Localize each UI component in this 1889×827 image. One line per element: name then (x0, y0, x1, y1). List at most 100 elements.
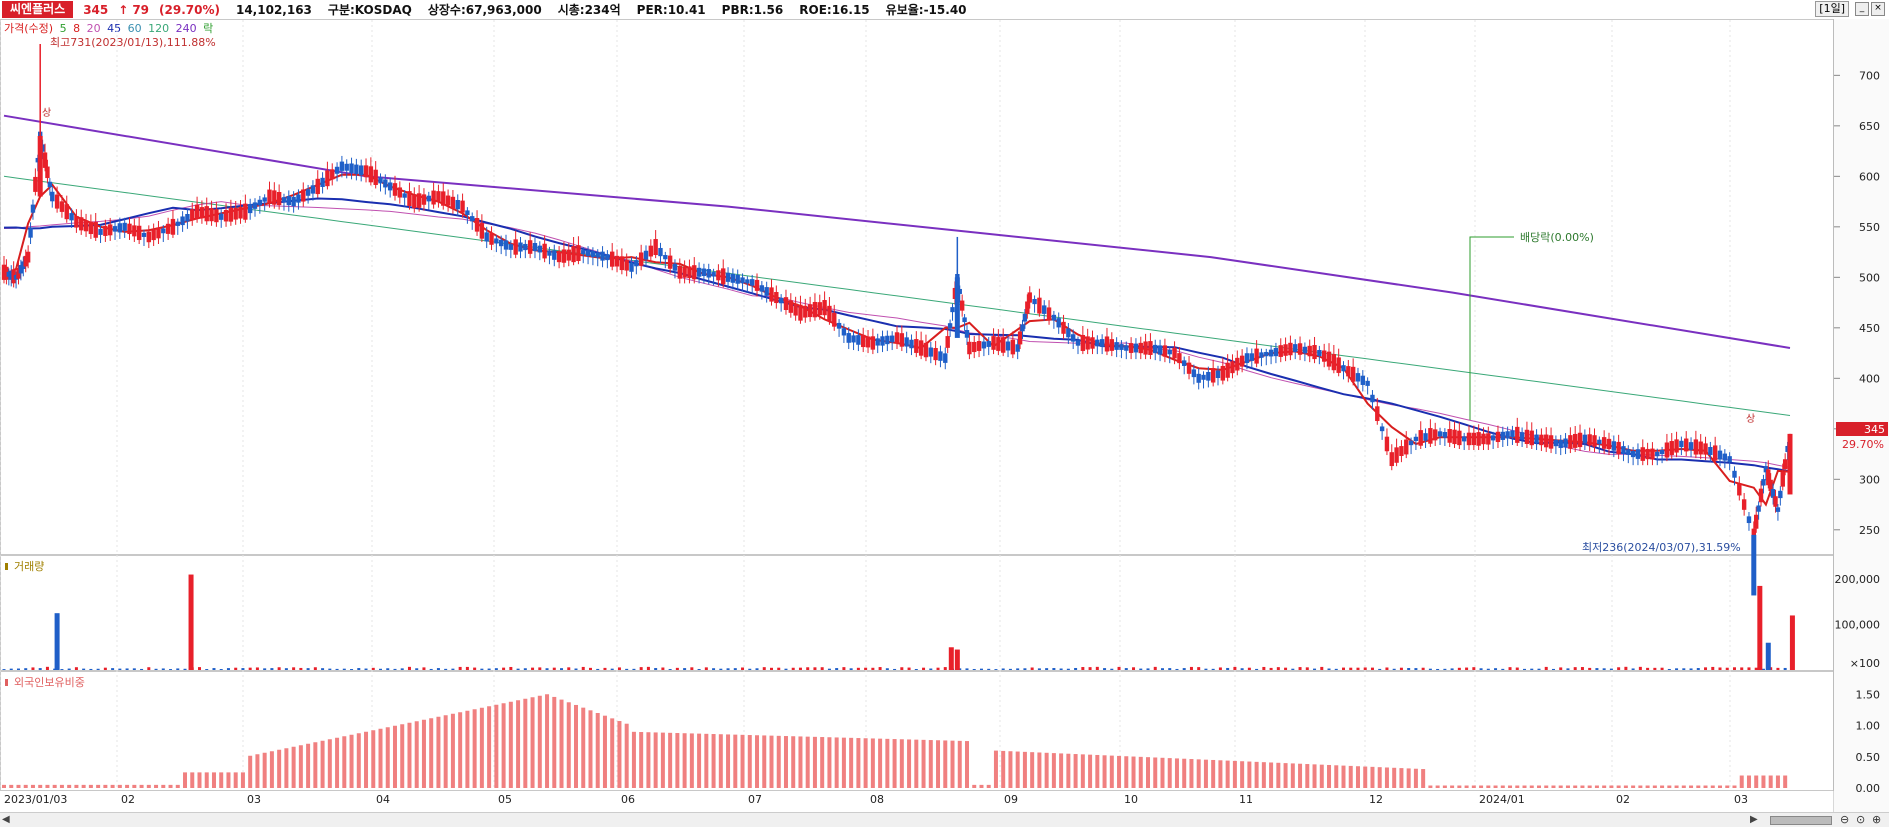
candle-body (291, 196, 296, 207)
foreign-bar (443, 715, 448, 788)
volume-bar (364, 668, 368, 670)
foreign-bar (494, 704, 499, 788)
candle-body (1519, 432, 1525, 440)
candle-body (1070, 334, 1076, 342)
scroll-left-icon[interactable]: ◀ (2, 814, 10, 825)
volume-spike (954, 649, 960, 670)
candle-body (807, 304, 813, 318)
candle-body (79, 217, 84, 231)
candle-body (1466, 432, 1472, 446)
zoom-in-icon[interactable]: ⊕ (1872, 813, 1882, 826)
volume-bar (1653, 667, 1657, 670)
foreign-bar (1117, 755, 1122, 788)
candle-body (28, 228, 33, 238)
minimize-icon[interactable]: _ (1855, 2, 1869, 16)
legend-ma45[interactable]: 45 (107, 22, 122, 35)
legend-ma8[interactable]: 8 (73, 22, 81, 35)
volume-bar (646, 666, 650, 670)
foreign-bar (863, 738, 868, 788)
volume-bar (574, 668, 578, 670)
legend-ma60[interactable]: 60 (127, 22, 142, 35)
horizontal-scrollbar[interactable]: ◀ ▶ ⊖ ⊙ ⊕ (0, 812, 1889, 827)
legend-ma240[interactable]: 240 (175, 22, 197, 35)
foreign-bar (602, 715, 607, 788)
foreign-bar (769, 735, 774, 788)
legend-ex-div[interactable]: 락 (203, 22, 214, 35)
candle-body (257, 199, 263, 206)
candle-body (146, 231, 152, 243)
candle-body (945, 336, 950, 348)
candle-body (1544, 434, 1549, 448)
candle-body (1010, 339, 1016, 355)
candle-body (117, 223, 123, 233)
candle-body (450, 196, 456, 209)
foreign-bar (660, 732, 665, 788)
legend-ma120[interactable]: 120 (148, 22, 170, 35)
candle-body (566, 249, 571, 261)
candle-body (503, 240, 509, 250)
foreign-bar (407, 722, 412, 788)
price-change-pct: (29.70%) (159, 2, 220, 17)
volume-bar (661, 667, 665, 670)
candle-body (1486, 433, 1491, 445)
foreign-bar (1355, 766, 1360, 788)
legend-ma5[interactable]: 5 (59, 22, 67, 35)
volume-bar (719, 668, 723, 670)
candle-body (175, 221, 180, 226)
scroll-right-icon[interactable]: ▶ (1750, 814, 1758, 825)
zoom-out-icon[interactable]: ⊖ (1840, 813, 1850, 826)
foreign-bar (646, 732, 651, 788)
volume-bar (596, 668, 600, 670)
volume-bar (2, 669, 6, 670)
period-selector[interactable]: [1일] (1815, 1, 1849, 17)
foreign-bar (783, 736, 788, 788)
candle-body (1326, 351, 1332, 367)
spike-body (954, 277, 960, 338)
scroll-thumb[interactable] (1770, 816, 1832, 825)
volume-bar (132, 668, 136, 670)
legend-price-title[interactable]: 가격(수정) (4, 22, 54, 35)
volume-bar (798, 667, 802, 670)
volume-title[interactable]: 거래량 (14, 560, 44, 573)
foreign-bar (617, 721, 622, 788)
volume-bar (1305, 667, 1309, 670)
foreign-bar (682, 733, 687, 788)
candle-body (721, 268, 726, 285)
volume-bar (675, 667, 679, 670)
close-icon[interactable]: × (1871, 2, 1885, 16)
volume-bar (712, 668, 716, 670)
stock-name[interactable]: 씨엔플러스 (2, 1, 74, 18)
candle-body (1302, 346, 1308, 354)
candle-body (1032, 299, 1037, 305)
candle-body (658, 247, 663, 257)
foreign-bar (1623, 785, 1628, 788)
volume-bar (1544, 666, 1548, 670)
zoom-reset-icon[interactable]: ⊙ (1856, 813, 1866, 826)
candle-body (484, 232, 489, 242)
foreign-bar (1406, 768, 1411, 788)
foreign-bar (791, 736, 796, 788)
foreign-bar (1616, 785, 1621, 788)
candle-body (9, 270, 14, 280)
foreign-bar (957, 740, 962, 788)
foreign-title[interactable]: 외국인보유비중 (14, 676, 85, 689)
volume-bar (755, 668, 759, 670)
price-panel-frame (0, 19, 1834, 555)
candle-body (262, 197, 267, 202)
candle-body (1669, 441, 1674, 455)
volume-bar (1182, 668, 1186, 670)
axis-area (1834, 19, 1889, 812)
foreign-bar (132, 784, 137, 788)
legend-ma20[interactable]: 20 (86, 22, 101, 35)
candle-body (1717, 450, 1723, 460)
listed-shares: 상장수:67,963,000 (427, 3, 542, 17)
candle-body (1582, 434, 1588, 444)
candle-body (392, 183, 398, 196)
foreign-bar (899, 739, 904, 788)
date-tick-label: 10 (1124, 793, 1138, 806)
candle-body (1626, 449, 1631, 455)
candle-body (605, 254, 610, 261)
candle-body (1505, 431, 1510, 439)
candle-body (214, 209, 219, 223)
